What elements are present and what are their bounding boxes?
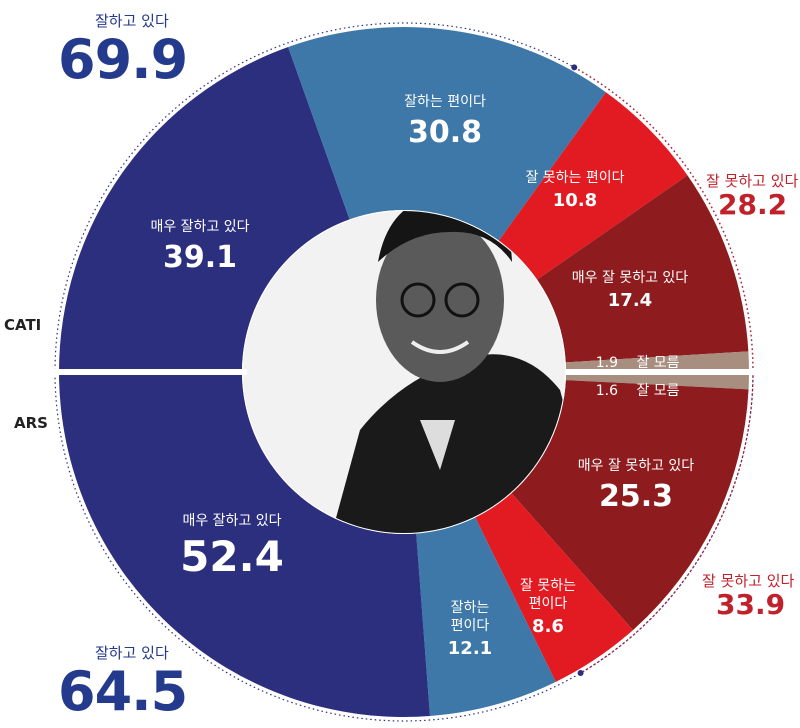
donut-slices [59, 26, 749, 718]
glasses-right [444, 282, 480, 318]
ars-negative-value: 33.9 [716, 588, 786, 621]
half-dividers [40, 369, 755, 375]
slice-value-8: 12.1 [448, 638, 492, 659]
slice-value-0: 39.1 [163, 240, 237, 275]
slice-name-2-0: 잘 못하는 편이다 [525, 170, 624, 186]
cati-positive-label: 잘하고 있다 [95, 12, 169, 30]
cati-slice-3 [537, 175, 749, 363]
slice-value-2: 10.8 [553, 190, 597, 211]
slice-name-8-1: 편이다 [451, 618, 490, 634]
cati-slice-4 [565, 351, 749, 372]
slice-name-1-0: 잘하는 편이다 [404, 94, 486, 110]
ars-slice-0 [565, 372, 749, 390]
cati-positive-value: 69.9 [58, 28, 188, 91]
ars-slice-4 [59, 372, 430, 718]
slice-name-0-0: 매우 잘하고 있다 [150, 219, 249, 235]
ars-slice-2 [475, 493, 633, 682]
glasses-left [400, 282, 436, 318]
ring-dot-1 [577, 670, 584, 677]
slice-name-6-0: 매우 잘 못하고 있다 [578, 458, 695, 474]
cati-negative-label: 잘 못하고 있다 [706, 172, 799, 190]
slice-labels: 매우 잘하고 있다 39.1 잘하는 편이다 30.8 잘 못하는 편이다 10.8 매우 … [150, 94, 694, 659]
slice-value-7: 8.6 [532, 616, 564, 637]
ars-positive-label: 잘하고 있다 [95, 644, 169, 662]
slice-value-4: 1.9 [596, 355, 618, 371]
ars-positive-value: 64.5 [58, 660, 188, 723]
slice-value-1: 30.8 [408, 115, 482, 150]
slice-value-5: 1.6 [596, 383, 618, 399]
ars-slice-1 [511, 380, 749, 631]
portrait-shirt [420, 420, 455, 470]
left-divider [40, 369, 247, 375]
cati-label: CATI [4, 316, 42, 334]
slice-name-7-1: 편이다 [529, 596, 568, 612]
slice-value-9: 52.4 [180, 532, 284, 581]
ars-negative-label: 잘 못하고 있다 [702, 572, 795, 590]
ars-slice-3 [416, 517, 556, 717]
slice-name-3-0: 매우 잘 못하고 있다 [572, 270, 689, 286]
slice-name-5: 잘 모름 [636, 383, 679, 399]
portrait-smile [410, 340, 470, 354]
slice-value-6: 25.3 [599, 479, 673, 514]
cati-slice-1 [288, 26, 606, 241]
dotted-ring-red [573, 66, 754, 674]
slice-name-8-0: 잘하는 [451, 600, 490, 616]
cati-negative-value: 28.2 [718, 188, 788, 221]
cati-slice-2 [498, 92, 688, 280]
slice-name-7-0: 잘 못하는 [520, 578, 576, 594]
slice-name-4: 잘 모름 [636, 355, 679, 371]
ring-dot-0 [571, 64, 578, 71]
slice-value-3: 17.4 [608, 290, 652, 311]
ars-label: ARS [14, 414, 48, 432]
right-divider [566, 369, 755, 375]
portrait-face [376, 218, 504, 382]
slice-name-9-0: 매우 잘하고 있다 [182, 513, 281, 529]
cati-slice-0 [59, 47, 350, 372]
